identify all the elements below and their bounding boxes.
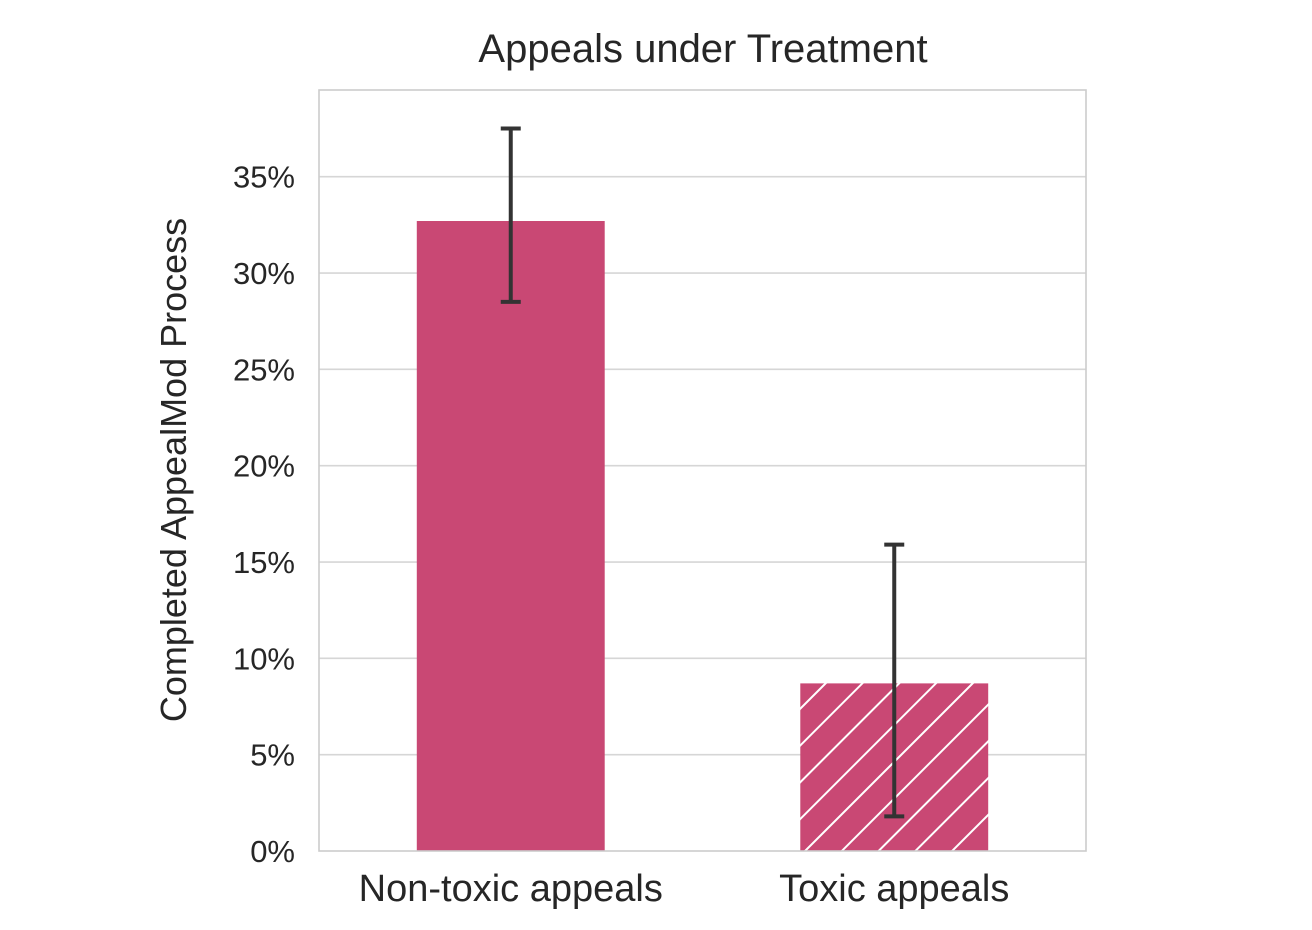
- y-tick-label: 35%: [233, 160, 295, 195]
- y-tick-label: 10%: [233, 641, 295, 676]
- y-tick-label: 15%: [233, 545, 295, 580]
- x-category-label: Toxic appeals: [779, 868, 1009, 910]
- y-tick-labels: 0% 5% 10% 15% 20% 25% 30% 35%: [233, 160, 295, 869]
- bars: [416, 221, 989, 852]
- y-tick-label: 20%: [233, 449, 295, 484]
- y-tick-label: 0%: [250, 834, 295, 869]
- y-tick-label: 5%: [250, 738, 295, 773]
- bar-non-toxic-appeals: [416, 221, 605, 852]
- chart-title: Appeals under Treatment: [478, 27, 927, 71]
- x-category-labels: Non-toxic appeals Toxic appeals: [359, 868, 1010, 910]
- plot-frame: [318, 89, 1087, 852]
- y-axis-label: Completed AppealMod Process: [153, 218, 194, 722]
- error-bars: [500, 126, 905, 819]
- y-tick-label: 30%: [233, 256, 295, 291]
- x-category-label: Non-toxic appeals: [359, 868, 663, 910]
- y-tick-label: 25%: [233, 352, 295, 387]
